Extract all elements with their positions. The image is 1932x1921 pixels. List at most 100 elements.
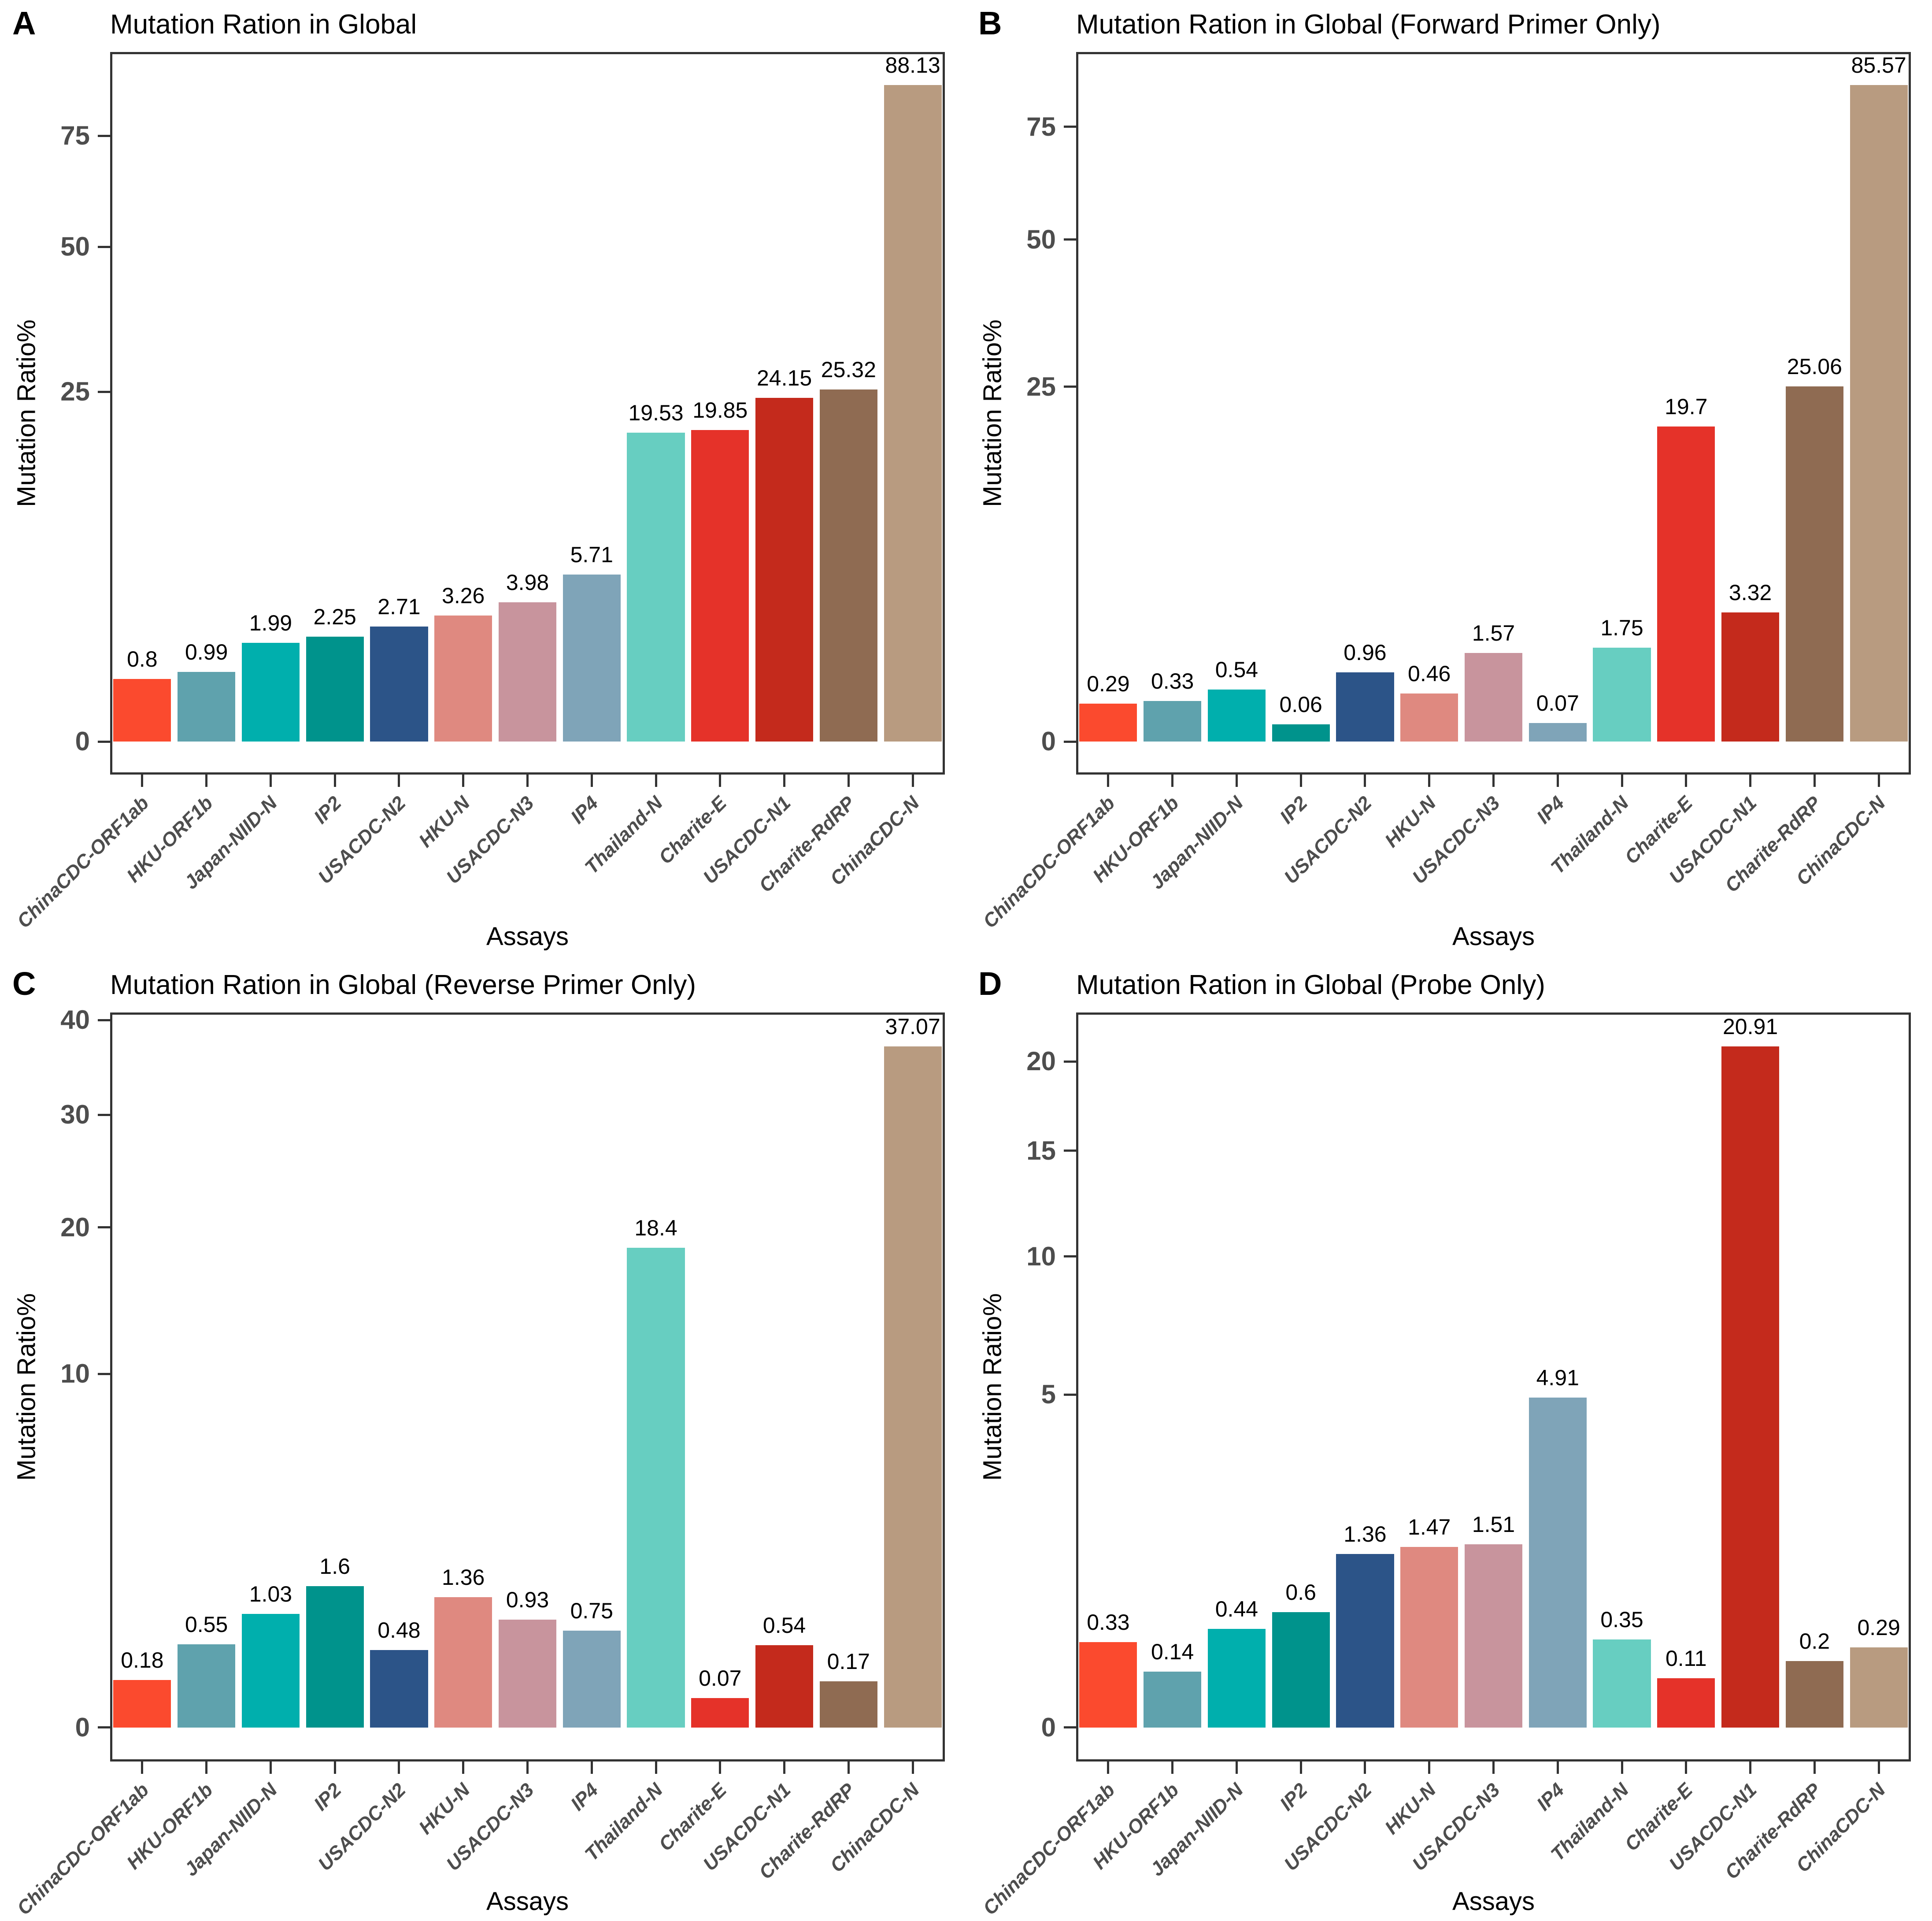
x-axis-tick bbox=[462, 775, 465, 787]
bar-Japan-NIID-N bbox=[1207, 1628, 1266, 1728]
bar-IP2 bbox=[1272, 724, 1330, 742]
x-axis-tick bbox=[1364, 1762, 1366, 1774]
y-tick-label: 25 bbox=[1026, 371, 1056, 401]
figure-panel-c: C Mutation Ration in Global (Reverse Pri… bbox=[0, 960, 966, 1921]
bar-ChinaCDC-N bbox=[884, 85, 942, 742]
x-axis-tick bbox=[205, 1762, 208, 1774]
bar-value-label: 19.85 bbox=[692, 397, 748, 423]
x-axis-tick bbox=[141, 775, 144, 787]
x-axis-tick bbox=[526, 775, 529, 787]
bar-value-label: 1.47 bbox=[1408, 1514, 1451, 1539]
bar-Charite-RdRP bbox=[1785, 386, 1843, 742]
bar-Japan-NIID-N bbox=[241, 643, 300, 742]
x-axis-tick bbox=[783, 1762, 786, 1774]
x-tick-label: HKU-N bbox=[415, 792, 474, 852]
bar-Japan-NIID-N bbox=[1207, 690, 1266, 742]
x-tick-label: IP2 bbox=[1276, 792, 1312, 828]
bar-value-label: 0.99 bbox=[185, 640, 228, 665]
x-axis-tick bbox=[205, 775, 208, 787]
bar-IP2 bbox=[1272, 1612, 1330, 1728]
y-axis-tick bbox=[98, 1113, 110, 1116]
x-axis-tick bbox=[1813, 775, 1816, 787]
bar-Charite-E bbox=[691, 430, 749, 742]
x-tick-label: HKU-N bbox=[1381, 1779, 1440, 1839]
panel-title-d: Mutation Ration in Global (Probe Only) bbox=[1076, 970, 1545, 1000]
bar-USACDC-N3 bbox=[1464, 653, 1523, 742]
bar-value-label: 0.2 bbox=[1799, 1628, 1830, 1654]
bar-ChinaCDC-N bbox=[884, 1046, 942, 1728]
bar-value-label: 0.93 bbox=[506, 1587, 549, 1612]
bar-value-label: 0.17 bbox=[827, 1649, 870, 1674]
y-axis-tick bbox=[98, 1226, 110, 1229]
x-axis-tick bbox=[398, 775, 400, 787]
bar-Charite-RdRP bbox=[819, 1681, 877, 1728]
bar-Thailand-N bbox=[1593, 648, 1651, 742]
bar-USACDC-N3 bbox=[498, 1619, 557, 1728]
x-axis-tick bbox=[1813, 1762, 1816, 1774]
x-axis-tick bbox=[1749, 775, 1752, 787]
y-tick-label: 30 bbox=[60, 1100, 90, 1130]
bar-value-label: 19.53 bbox=[628, 400, 684, 425]
x-axis-tick bbox=[911, 1762, 914, 1774]
bar-USACDC-N2 bbox=[370, 1650, 428, 1728]
bar-ChinaCDC-ORF1ab bbox=[113, 679, 171, 742]
x-tick-label: IP2 bbox=[1276, 1779, 1312, 1815]
bar-value-label: 3.32 bbox=[1728, 580, 1772, 605]
bar-value-label: 0.44 bbox=[1215, 1596, 1258, 1621]
x-axis-tick bbox=[1877, 775, 1880, 787]
figure-panel-d: D Mutation Ration in Global (Probe Only)… bbox=[966, 960, 1932, 1921]
x-axis-tick bbox=[1749, 1762, 1752, 1774]
x-axis-tick bbox=[719, 1762, 722, 1774]
x-axis-tick bbox=[1364, 775, 1366, 787]
bar-value-label: 5.71 bbox=[570, 542, 613, 567]
x-axis-tick bbox=[1877, 1762, 1880, 1774]
bar-IP4 bbox=[563, 1630, 621, 1728]
bar-IP4 bbox=[563, 574, 621, 742]
y-tick-label: 5 bbox=[1041, 1380, 1056, 1409]
bar-Charite-E bbox=[1657, 426, 1715, 742]
y-tick-label: 10 bbox=[1026, 1241, 1056, 1271]
x-axis-tick bbox=[462, 1762, 465, 1774]
x-axis-tick bbox=[655, 775, 657, 787]
x-axis-tick bbox=[269, 1762, 272, 1774]
y-axis-title-a: Mutation Ratio% bbox=[12, 319, 41, 507]
bar-value-label: 37.07 bbox=[885, 1014, 940, 1039]
x-tick-label: IP2 bbox=[310, 1779, 346, 1815]
x-axis-tick bbox=[655, 1762, 657, 1774]
bar-USACDC-N3 bbox=[1464, 1544, 1523, 1728]
x-axis-tick bbox=[1492, 1762, 1495, 1774]
bar-USACDC-N2 bbox=[1336, 672, 1394, 742]
bar-value-label: 0.48 bbox=[378, 1617, 421, 1643]
bar-HKU-ORF1b bbox=[178, 1644, 236, 1728]
bar-value-label: 1.51 bbox=[1472, 1512, 1515, 1537]
x-axis-title-c: Assays bbox=[486, 1887, 569, 1916]
y-axis-tick bbox=[1064, 1060, 1076, 1063]
y-axis-tick bbox=[98, 245, 110, 248]
bar-value-label: 1.99 bbox=[249, 611, 292, 636]
bar-value-label: 0.8 bbox=[127, 647, 158, 672]
x-axis-tick bbox=[1556, 1762, 1559, 1774]
x-axis-title-d: Assays bbox=[1452, 1887, 1535, 1916]
bar-HKU-N bbox=[1400, 693, 1458, 742]
bar-value-label: 0.55 bbox=[185, 1612, 228, 1637]
bar-Charite-RdRP bbox=[1785, 1661, 1843, 1728]
x-axis-tick bbox=[398, 1762, 400, 1774]
x-axis-tick bbox=[1492, 775, 1495, 787]
bar-ChinaCDC-ORF1ab bbox=[1079, 1642, 1137, 1728]
bar-value-label: 0.18 bbox=[121, 1648, 164, 1673]
x-axis-tick bbox=[847, 775, 850, 787]
bar-ChinaCDC-ORF1ab bbox=[1079, 703, 1137, 742]
x-tick-label: HKU-N bbox=[415, 1779, 474, 1839]
panel-title-a: Mutation Ration in Global bbox=[110, 9, 417, 40]
y-axis-tick bbox=[1064, 740, 1076, 743]
bar-HKU-ORF1b bbox=[1144, 701, 1202, 742]
x-axis-tick bbox=[1621, 775, 1623, 787]
y-axis-tick bbox=[1064, 126, 1076, 128]
x-axis-tick bbox=[1556, 775, 1559, 787]
bar-Thailand-N bbox=[627, 1247, 685, 1728]
bar-HKU-N bbox=[1400, 1546, 1458, 1728]
x-axis-tick bbox=[1685, 775, 1688, 787]
y-tick-label: 75 bbox=[60, 121, 90, 151]
y-tick-label: 40 bbox=[60, 1005, 90, 1035]
bar-value-label: 0.6 bbox=[1285, 1580, 1316, 1605]
